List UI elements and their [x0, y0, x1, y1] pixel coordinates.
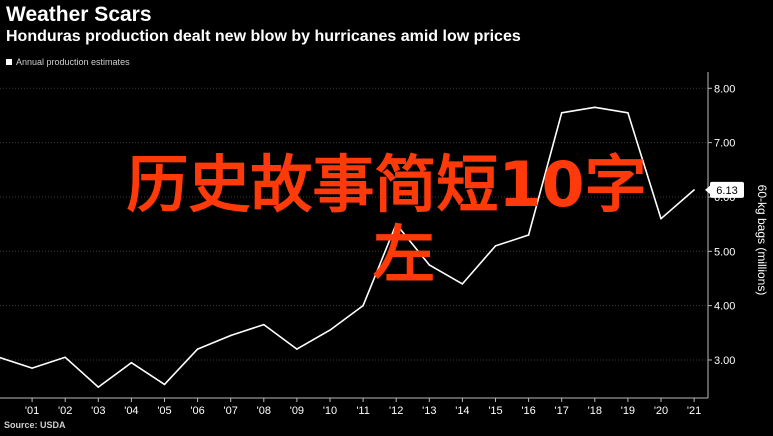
x-tick-label: '10 [323, 405, 337, 417]
data-point [329, 329, 331, 331]
data-point [395, 223, 398, 225]
overlay-caption: 历史故事简短10字 左 [0, 150, 773, 290]
x-tick-label: '09 [290, 405, 304, 417]
x-tick-label: '12 [389, 405, 403, 417]
data-point [263, 323, 265, 326]
data-point [494, 245, 497, 247]
x-tick-label: '02 [58, 405, 72, 417]
data-point [296, 348, 298, 350]
last-value-pointer [705, 184, 711, 195]
data-point [560, 111, 563, 114]
data-point [594, 106, 596, 109]
y-tick-label: 8.00 [714, 83, 735, 95]
data-point [97, 386, 100, 388]
legend-swatch [6, 59, 12, 65]
chart-title: Weather Scars [6, 3, 152, 26]
x-tick-label: '17 [555, 405, 569, 417]
y-tick-label: 7.00 [714, 138, 735, 150]
x-tick-label: '07 [224, 405, 238, 417]
x-tick-label: '20 [654, 405, 668, 417]
y-axis-title: 60-kg bags (millions) [755, 185, 769, 296]
chart-subtitle: Honduras production dealt new blow by hu… [6, 28, 521, 45]
series-line [0, 106, 695, 388]
data-point [163, 383, 166, 386]
data-point [196, 348, 199, 350]
x-tick-label: '03 [91, 405, 105, 417]
source-note: Source: USDA [4, 420, 66, 430]
x-tick-label: '16 [521, 405, 535, 417]
data-point [130, 361, 133, 364]
y-tick-label: 5.00 [714, 246, 735, 258]
x-tick-label: '04 [124, 405, 138, 417]
data-point [31, 367, 33, 369]
data-point [660, 217, 662, 220]
data-point [461, 283, 464, 285]
data-point [627, 111, 629, 114]
data-point [693, 189, 695, 191]
data-point [527, 234, 530, 236]
legend-label: Annual production estimates [16, 57, 130, 67]
overlay-line-1: 历史故事简短10字 [126, 148, 647, 221]
data-point [428, 264, 431, 266]
data-point [229, 334, 232, 337]
last-value-label: 6.13 [716, 185, 737, 197]
x-tick-label: '08 [257, 405, 271, 417]
last-value-box [710, 181, 744, 198]
y-tick-label: 4.00 [714, 301, 735, 313]
y-tick-label: 3.00 [714, 355, 735, 367]
legend: Annual production estimates [6, 57, 130, 67]
x-tick-label: '21 [687, 405, 701, 417]
x-tick-label: '01 [25, 405, 39, 417]
data-point [64, 356, 66, 359]
x-tick-label: '06 [190, 405, 204, 417]
data-point [362, 304, 364, 307]
x-tick-label: '05 [157, 405, 171, 417]
x-tick-label: '14 [455, 405, 469, 417]
x-tick-label: '11 [356, 405, 370, 417]
x-tick-label: '13 [422, 405, 436, 417]
x-tick-label: '18 [588, 405, 602, 417]
overlay-line-2: 左 [372, 218, 435, 291]
x-tick-label: '19 [621, 405, 635, 417]
x-tick-label: '15 [488, 405, 502, 417]
